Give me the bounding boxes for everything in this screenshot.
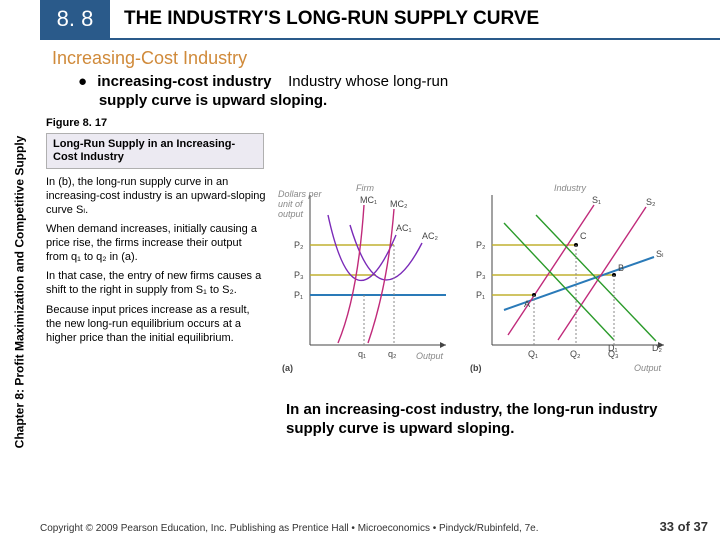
definition-block: ● increasing-cost industry Industry whos… [78,73,708,111]
definition-term: increasing-cost industry [97,73,271,90]
page-number: 33 of 37 [650,519,708,534]
figure-caption: In an increasing-cost industry, the long… [286,401,702,439]
para-2: When demand increases, initially causing… [46,222,266,264]
svg-text:(b): (b) [470,363,482,373]
para-3: In that case, the entry of new firms cau… [46,269,266,297]
header-row: 8. 8 THE INDUSTRY'S LONG-RUN SUPPLY CURV… [40,0,720,40]
svg-text:Output: Output [634,363,662,373]
svg-text:(a): (a) [282,363,293,373]
svg-text:AC₁: AC₁ [396,223,412,233]
chart-a-title: Firm [356,183,374,193]
svg-text:q₂: q₂ [388,349,397,359]
svg-text:P₃: P₃ [476,270,486,280]
svg-text:AC₂: AC₂ [422,231,439,241]
ylabel-2: unit of [278,199,304,209]
svg-text:Q₁: Q₁ [528,349,538,359]
chapter-sidebar: Chapter 8: Profit Maximization and Compe… [6,74,32,510]
definition-text-1: Industry whose long-run [288,73,448,90]
figure-description: In (b), the long-run supply curve in an … [44,175,266,439]
content-row: In (b), the long-run supply curve in an … [44,175,708,439]
para-4: Because input prices increase as a resul… [46,303,266,345]
figure-column: Dollars per unit of output Firm [276,175,708,439]
svg-text:Output: Output [416,351,444,361]
section-title: THE INDUSTRY'S LONG-RUN SUPPLY CURVE [110,0,539,38]
footer: Copyright © 2009 Pearson Education, Inc.… [40,519,708,534]
figure-label: Figure 8. 17 [46,117,708,129]
svg-text:D₂: D₂ [652,343,662,353]
chart-b-svg: Industry Sₗ S₁ S₂ [464,175,674,375]
svg-text:A: A [524,299,530,309]
definition-text-2: supply curve is upward sloping. [99,92,327,109]
svg-text:P₃: P₃ [294,270,304,280]
svg-text:P₁: P₁ [294,290,303,300]
svg-text:Q₃: Q₃ [608,349,619,359]
chapter-sidebar-text: Chapter 8: Profit Maximization and Compe… [12,136,26,449]
svg-text:B: B [618,263,624,273]
chart-a-svg: Dollars per unit of output Firm [276,175,456,375]
figure-title: Long-Run Supply in an Increasing-Cost In… [46,133,264,169]
svg-text:P₂: P₂ [476,240,486,250]
svg-text:MC₁: MC₁ [360,195,377,205]
svg-text:MC₂: MC₂ [390,199,408,209]
svg-text:q₁: q₁ [358,349,366,359]
charts-row: Dollars per unit of output Firm [276,175,708,375]
main-content: ● increasing-cost industry Industry whos… [44,73,720,438]
ylabel-1: Dollars per [278,189,323,199]
para-1: In (b), the long-run supply curve in an … [46,175,266,217]
svg-text:Q₂: Q₂ [570,349,581,359]
bullet-icon: ● [78,73,87,90]
chart-a-firm: Dollars per unit of output Firm [276,175,456,375]
svg-text:P₂: P₂ [294,240,304,250]
chart-b-title: Industry [554,183,587,193]
copyright-text: Copyright © 2009 Pearson Education, Inc.… [40,523,539,534]
svg-text:S₁: S₁ [592,195,601,205]
svg-text:S₂: S₂ [646,197,656,207]
svg-text:Sₗ: Sₗ [656,249,664,259]
svg-text:P₁: P₁ [476,290,485,300]
chart-b-industry: Industry Sₗ S₁ S₂ [464,175,674,375]
subheading: Increasing-Cost Industry [52,48,720,69]
ylabel-3: output [278,209,304,219]
section-number: 8. 8 [40,0,110,38]
svg-text:C: C [580,231,587,241]
